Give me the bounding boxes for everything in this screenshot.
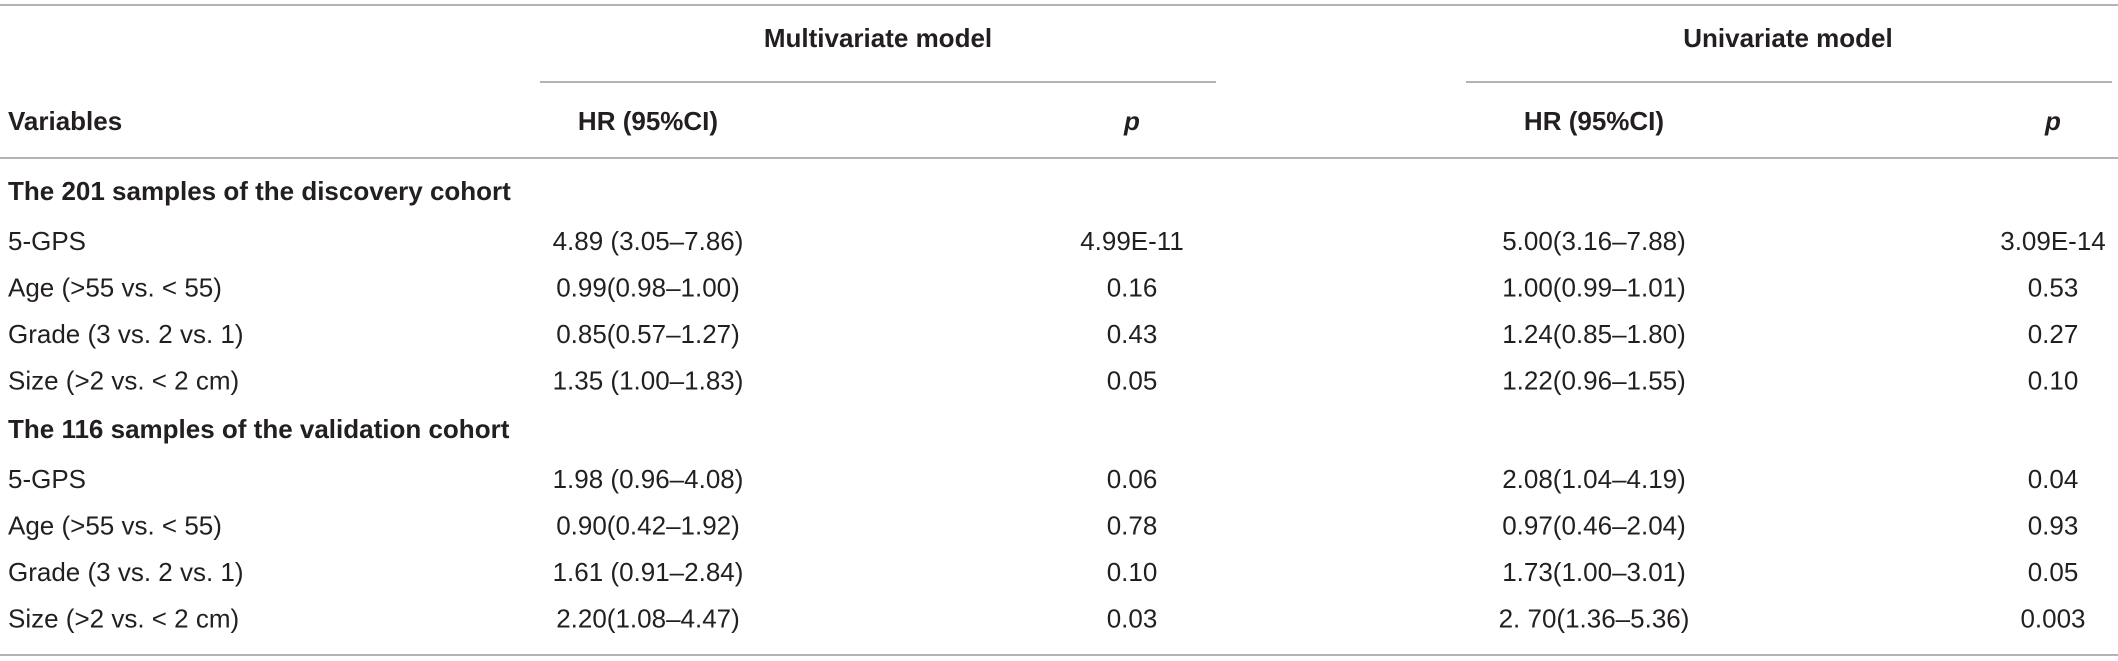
cell: 1.22(0.96–1.55) [1502,365,1686,395]
cell: 2.08(1.04–4.19) [1502,464,1686,494]
row-label: Size (>2 vs. < 2 cm) [8,603,239,633]
column-header: p [1123,106,1140,136]
cell: 0.27 [2028,319,2079,349]
cell: 0.05 [2028,557,2079,587]
cell: 5.00(3.16–7.88) [1502,226,1686,256]
row-label: 5-GPS [8,226,86,256]
cell: 0.03 [1107,603,1158,633]
row-label: 5-GPS [8,464,86,494]
cell: 4.99E-11 [1080,226,1184,256]
cell: 1.73(1.00–3.01) [1502,557,1686,587]
cell: 0.78 [1107,510,1158,540]
section-title: The 201 samples of the discovery cohort [8,176,511,206]
cell: 0.93 [2028,510,2079,540]
column-header: p [2044,106,2061,136]
cell: 1.98 (0.96–4.08) [553,464,744,494]
row-label: Age (>55 vs. < 55) [8,272,222,302]
group-header: Multivariate model [764,23,992,53]
cell: 0.85(0.57–1.27) [556,319,740,349]
cell: 0.10 [2028,365,2079,395]
cell: 0.97(0.46–2.04) [1502,510,1686,540]
row-label: Grade (3 vs. 2 vs. 1) [8,319,244,349]
cell: 0.43 [1107,319,1158,349]
cell: 2. 70(1.36–5.36) [1499,603,1690,633]
column-header: HR (95%CI) [1524,106,1664,136]
column-header: Variables [8,106,122,136]
row-label: Grade (3 vs. 2 vs. 1) [8,557,244,587]
cell: 0.16 [1107,272,1158,302]
cell: 0.06 [1107,464,1158,494]
cell: 1.35 (1.00–1.83) [553,365,744,395]
cell: 0.04 [2028,464,2079,494]
row-label: Size (>2 vs. < 2 cm) [8,365,239,395]
cell: 1.24(0.85–1.80) [1502,319,1686,349]
cell: 3.09E-14 [2000,226,2106,256]
cell: 0.90(0.42–1.92) [556,510,740,540]
group-header: Univariate model [1683,23,1893,53]
cell: 0.10 [1107,557,1158,587]
section-title: The 116 samples of the validation cohort [8,414,510,444]
cell: 2.20(1.08–4.47) [556,603,740,633]
cell: 0.003 [2020,603,2085,633]
row-label: Age (>55 vs. < 55) [8,510,222,540]
cell: 1.00(0.99–1.01) [1502,272,1686,302]
cell: 1.61 (0.91–2.84) [553,557,744,587]
cell: 0.53 [2028,272,2079,302]
cell: 0.99(0.98–1.00) [556,272,740,302]
column-header: HR (95%CI) [578,106,718,136]
cell: 4.89 (3.05–7.86) [553,226,744,256]
cell: 0.05 [1107,365,1158,395]
